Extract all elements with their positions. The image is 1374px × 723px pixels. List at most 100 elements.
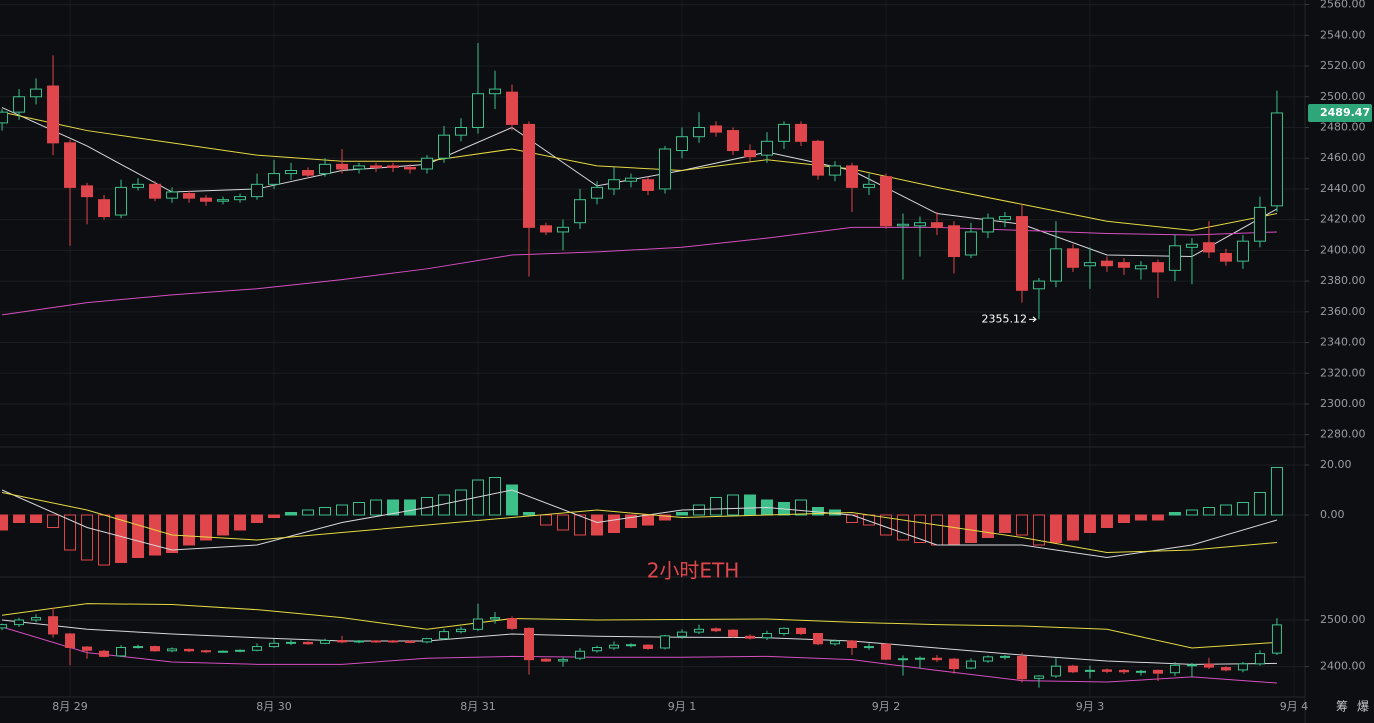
- candle-body: [693, 628, 704, 633]
- toolbar-icon[interactable]: 筹: [1336, 700, 1348, 714]
- candle-body: [1067, 665, 1078, 673]
- candle-body: [846, 640, 857, 649]
- macd-bar: [200, 514, 213, 541]
- candle-body: [625, 644, 636, 647]
- macd-bar: [370, 499, 383, 516]
- candle-body: [845, 165, 858, 188]
- candle-body: [710, 628, 721, 632]
- y-tick-label: 2440.00: [1320, 182, 1366, 195]
- candle-body: [99, 650, 110, 657]
- candle-body: [1270, 112, 1283, 207]
- macd-bar: [30, 514, 43, 523]
- macd-bar: [641, 514, 654, 526]
- macd-bar: [540, 514, 553, 526]
- candle-body: [218, 650, 229, 653]
- candle-body: [575, 650, 585, 659]
- macd-bar: [794, 499, 807, 516]
- y-tick-label: 2380.00: [1320, 274, 1366, 287]
- candle-body: [1117, 262, 1130, 268]
- candle-body: [337, 640, 348, 643]
- candle-body: [1118, 669, 1129, 673]
- candle-body: [149, 183, 162, 199]
- macd-bar: [234, 514, 247, 531]
- candle-body: [880, 643, 891, 660]
- candle-body: [490, 617, 501, 620]
- y-tick-label: 2360.00: [1320, 305, 1366, 318]
- candle-body: [473, 618, 484, 630]
- candle-body: [998, 216, 1011, 221]
- indicator-line: [1, 492, 1277, 554]
- macd-bar: [98, 514, 111, 566]
- candle-body: [658, 148, 671, 190]
- candle-body: [489, 88, 502, 95]
- candle-body: [116, 647, 127, 657]
- y-tick-label: 2400.00: [1320, 243, 1366, 256]
- indicator-line: [1, 107, 1278, 258]
- indicator-line: [1, 626, 1277, 684]
- candle-body: [982, 656, 993, 662]
- candle-body: [897, 658, 908, 661]
- macd-bar: [353, 502, 366, 516]
- macd-bar: [455, 489, 468, 516]
- macd-bar: [998, 514, 1011, 533]
- macd-bar: [1100, 514, 1113, 528]
- candle-body: [624, 177, 637, 182]
- candle-body: [726, 130, 739, 152]
- toolbar-icon[interactable]: 爆: [1357, 700, 1369, 714]
- y-tick-label: 2400.00: [1320, 660, 1366, 673]
- macd-bar: [1270, 467, 1283, 516]
- candle-body: [150, 646, 161, 652]
- macd-bar: [709, 497, 722, 516]
- candle-body: [930, 222, 943, 228]
- watermark: 2小时ETH: [647, 559, 740, 583]
- y-tick-label: 2300.00: [1320, 397, 1366, 410]
- macd-bar: [217, 514, 230, 536]
- candle-body: [48, 616, 59, 635]
- price-tag: [1308, 103, 1372, 122]
- candle-body: [947, 225, 960, 258]
- candle-body: [675, 136, 688, 152]
- macd-bar: [557, 514, 570, 531]
- x-tick-label: 8月 29: [52, 700, 88, 713]
- candle-body: [1100, 260, 1113, 267]
- candle-body: [523, 123, 536, 228]
- macd-bar: [896, 514, 909, 541]
- low-annotation: 2355.12: [981, 312, 1027, 325]
- candle-body: [1152, 669, 1163, 674]
- macd-bar: [319, 507, 332, 516]
- candle-body: [1083, 262, 1096, 267]
- x-tick-label: 9月 4: [1280, 700, 1309, 713]
- candle-body: [760, 140, 773, 156]
- candle-body: [1168, 245, 1181, 271]
- candle-body: [641, 179, 654, 191]
- candle-body: [948, 658, 959, 670]
- macd-bar: [726, 494, 739, 516]
- candle-body: [183, 193, 196, 199]
- candle-body: [234, 196, 247, 201]
- candle-body: [184, 648, 195, 652]
- candle-body: [1202, 242, 1215, 253]
- candle-body: [167, 648, 178, 652]
- candle-body: [286, 641, 297, 644]
- x-tick-label: 8月 30: [256, 700, 292, 713]
- candle-body: [1185, 243, 1198, 248]
- macd-bar: [47, 514, 60, 528]
- candle-body: [811, 140, 824, 176]
- candle-body: [1186, 664, 1197, 667]
- macd-bar: [1236, 502, 1249, 516]
- candle-body: [81, 185, 94, 198]
- candle-body: [235, 649, 246, 652]
- candle-body: [659, 635, 670, 649]
- macd-bar: [1049, 514, 1062, 543]
- candle-body: [607, 179, 620, 190]
- macd-bar: [913, 514, 926, 543]
- candle-body: [981, 217, 994, 233]
- candle-body: [964, 231, 977, 256]
- candle-body: [455, 126, 468, 136]
- candle-body: [794, 123, 807, 142]
- candle-body: [727, 629, 738, 637]
- candle-body: [354, 640, 365, 643]
- candle-body: [65, 633, 76, 649]
- candle-body: [1134, 265, 1147, 270]
